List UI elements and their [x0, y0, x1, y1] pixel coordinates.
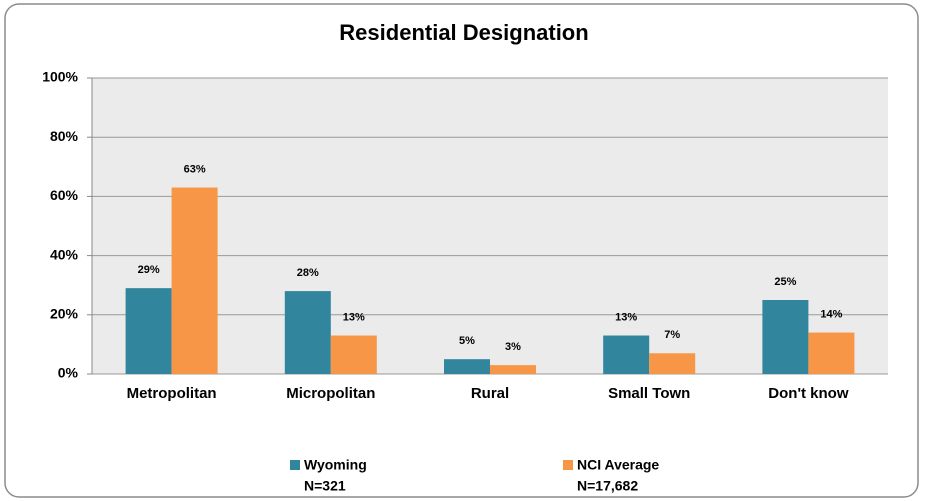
bar: [444, 359, 490, 374]
legend-label: NCI Average: [577, 457, 659, 473]
bar: [762, 300, 809, 374]
y-tick-label: 60%: [50, 187, 79, 203]
data-label: 14%: [820, 308, 842, 320]
legend-n: N=321: [304, 478, 346, 494]
plot-area: [92, 78, 888, 374]
bar: [490, 365, 536, 374]
x-tick-label: Don't know: [768, 385, 849, 402]
data-label: 63%: [184, 163, 206, 175]
y-tick-label: 80%: [50, 128, 79, 144]
data-label: 13%: [615, 311, 637, 323]
bar: [330, 335, 377, 374]
x-tick-label: Micropolitan: [286, 385, 375, 402]
y-tick-label: 0%: [58, 365, 79, 381]
bar: [171, 187, 218, 374]
data-label: 13%: [343, 311, 365, 323]
data-label: 5%: [459, 335, 475, 347]
bar: [808, 332, 855, 374]
chart-title: Residential Designation: [339, 20, 588, 45]
legend-swatch: [290, 460, 300, 470]
data-label: 7%: [664, 329, 680, 341]
bar: [649, 353, 696, 374]
bar: [284, 291, 331, 374]
x-tick-label: Rural: [471, 385, 509, 402]
y-tick-label: 40%: [50, 246, 79, 262]
legend-n: N=17,682: [577, 478, 638, 494]
legend-swatch: [563, 460, 573, 470]
x-tick-label: Small Town: [608, 385, 690, 402]
x-tick-label: Metropolitan: [127, 385, 217, 402]
y-tick-label: 100%: [42, 69, 78, 85]
legend-label: Wyoming: [304, 457, 367, 473]
data-label: 25%: [774, 276, 796, 288]
data-label: 28%: [297, 267, 319, 279]
data-label: 3%: [505, 341, 521, 353]
data-label: 29%: [138, 264, 160, 276]
bar: [125, 288, 172, 374]
bar: [603, 335, 650, 374]
y-tick-label: 20%: [50, 306, 79, 322]
